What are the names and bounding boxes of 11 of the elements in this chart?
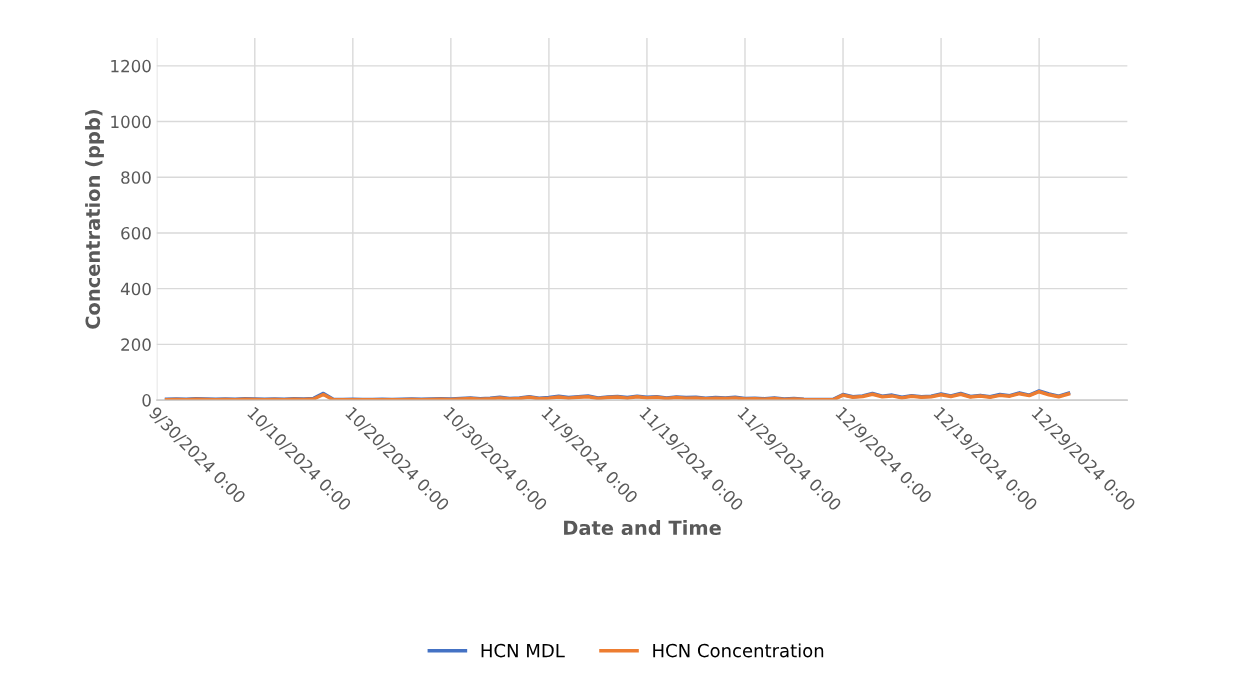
y-tick-label: 800 xyxy=(121,171,151,184)
x-axis-title: Date and Time xyxy=(564,520,721,536)
y-axis-title: Concentration (ppb) xyxy=(85,109,104,329)
y-tick-label: 200 xyxy=(121,338,151,351)
y-tick-label: 400 xyxy=(120,282,151,296)
y-tick-label: 0 xyxy=(142,394,151,407)
legend-label: HCN MDL xyxy=(481,643,565,658)
y-tick-label: 1000 xyxy=(111,115,151,129)
legend-label: HCN Concentration xyxy=(653,643,824,658)
y-tick-label: 600 xyxy=(121,226,151,240)
y-tick-label: 1200 xyxy=(111,59,151,73)
